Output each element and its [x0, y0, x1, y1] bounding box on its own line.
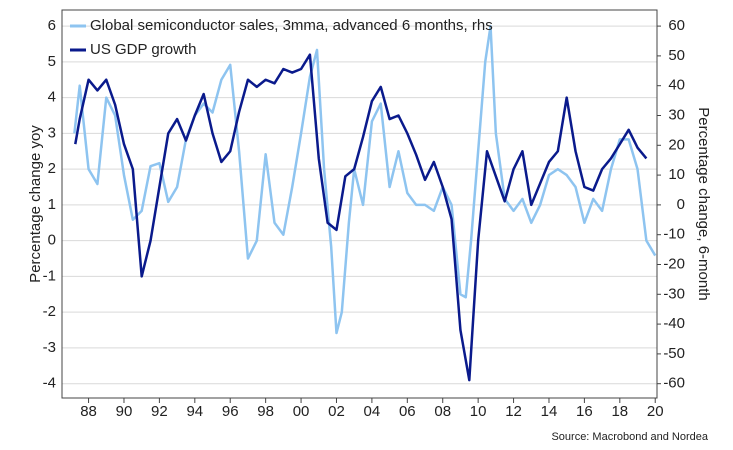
x-tick-label: 98 — [257, 403, 274, 420]
y2-tick-label: -30 — [663, 285, 685, 302]
x-tick-label: 08 — [434, 403, 451, 420]
y-tick-label: 4 — [48, 89, 56, 106]
y2-tick-label: -60 — [663, 375, 685, 392]
x-tick-label: 94 — [186, 403, 203, 420]
x-tick-label: 10 — [470, 403, 487, 420]
y-tick-label: 2 — [48, 160, 56, 177]
y2-tick-label: 50 — [668, 47, 685, 64]
y2-tick-label: 30 — [668, 106, 685, 123]
y-tick-label: -1 — [43, 267, 56, 284]
plot-frame — [61, 9, 658, 399]
x-tick-label: 06 — [399, 403, 416, 420]
x-tick-label: 04 — [364, 403, 381, 420]
x-tick-label: 90 — [116, 403, 133, 420]
y2-tick-label: -10 — [663, 226, 685, 243]
y2-tick-label: 60 — [668, 17, 685, 34]
y2-tick-label: -20 — [663, 255, 685, 272]
x-tick-label: 00 — [293, 403, 310, 420]
y2-tick-label: 20 — [668, 136, 685, 153]
y-tick-label: -3 — [43, 339, 56, 356]
series-line — [74, 53, 648, 382]
x-tick-label: 20 — [647, 403, 664, 420]
y-tick-label: 5 — [48, 53, 56, 70]
x-tick-label: 18 — [611, 403, 628, 420]
x-tick-label: 02 — [328, 403, 345, 420]
y2-axis-label: Percentage change, 6-month — [695, 107, 712, 300]
y2-tick-label: -40 — [663, 315, 685, 332]
y-tick-label: 1 — [48, 196, 56, 213]
y-tick-label: 6 — [48, 17, 56, 34]
source: Source: Macrobond and Nordea — [551, 431, 708, 443]
y-tick-label: -4 — [43, 375, 56, 392]
y-tick-label: -2 — [43, 303, 56, 320]
x-tick-label: 12 — [505, 403, 522, 420]
y-axis-label: Percentage change yoy — [27, 125, 44, 283]
x-tick-label: 92 — [151, 403, 168, 420]
x-tick-label: 96 — [222, 403, 239, 420]
legend-label: US GDP growth — [90, 41, 196, 58]
legend-label: Global semiconductor sales, 3mma, advanc… — [90, 17, 493, 34]
y2-tick-label: 40 — [668, 77, 685, 94]
x-tick-label: 88 — [80, 403, 97, 420]
y-tick-label: 0 — [48, 232, 56, 249]
y2-tick-label: -50 — [663, 345, 685, 362]
x-tick-label: 14 — [541, 403, 558, 420]
x-tick-label: 16 — [576, 403, 593, 420]
y2-tick-label: 0 — [677, 196, 685, 213]
series-line — [73, 24, 657, 335]
y-tick-label: 3 — [48, 124, 56, 141]
y2-tick-label: 10 — [668, 166, 685, 183]
